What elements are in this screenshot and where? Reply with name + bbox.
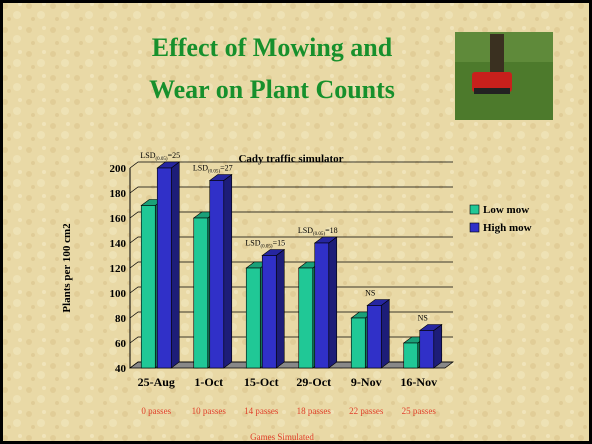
bar xyxy=(157,168,171,368)
x-sublabel: 25 passes xyxy=(402,406,437,416)
y-tick-label: 180 xyxy=(110,188,127,200)
bar xyxy=(351,318,365,368)
x-tick-label: 25-Aug xyxy=(138,375,175,389)
y-tick-label: 200 xyxy=(110,163,127,175)
annotation-prefix: LSD xyxy=(245,239,260,248)
bar-side xyxy=(171,162,179,368)
bar-side xyxy=(276,250,284,369)
y-tick-label: 80 xyxy=(115,313,127,325)
page: Effect of Mowing and Wear on Plant Count… xyxy=(0,0,592,444)
y-tick-label: 140 xyxy=(110,238,127,250)
bar xyxy=(299,268,313,368)
y-axis-label: Plants per 100 cm2 xyxy=(61,223,73,313)
annotation-sub: (0.05) xyxy=(208,170,220,175)
y-tick-label: 160 xyxy=(110,213,127,225)
legend-label: High mow xyxy=(483,222,532,234)
bar xyxy=(315,243,329,368)
bar xyxy=(262,256,276,369)
annotation-text: =18 xyxy=(325,226,338,235)
slide-title: Effect of Mowing and xyxy=(152,33,393,62)
annotation-text: NS xyxy=(365,289,375,298)
annotation-sub: (0.05) xyxy=(313,232,325,237)
x-sublabel: 0 passes xyxy=(141,406,171,416)
annotation-prefix: LSD xyxy=(140,151,155,160)
x-sublabel: 22 passes xyxy=(349,406,384,416)
y-tick-label: 40 xyxy=(115,363,127,375)
bar-side xyxy=(224,175,232,369)
y-tick-label: 100 xyxy=(110,288,127,300)
annotation-sub: (0.05) xyxy=(156,157,168,162)
chart-title: Cady traffic simulator xyxy=(238,153,343,165)
x-sublabel: 10 passes xyxy=(192,406,227,416)
bar xyxy=(420,331,434,369)
slide-title: Wear on Plant Counts xyxy=(149,75,395,104)
bar-side xyxy=(381,300,389,369)
annotation-text: =15 xyxy=(273,239,286,248)
annotation: NS xyxy=(365,289,375,298)
legend-swatch xyxy=(470,205,479,214)
x-sublabel: 18 passes xyxy=(297,406,332,416)
legend-label: Low mow xyxy=(483,204,529,216)
bar-side xyxy=(434,325,442,369)
x-axis-label: Games Simulated xyxy=(250,432,314,442)
annotation-sub: (0.05) xyxy=(261,245,273,250)
x-tick-label: 29-Oct xyxy=(296,375,331,389)
photo xyxy=(455,32,553,120)
annotation: NS xyxy=(418,314,428,323)
bar xyxy=(367,306,381,369)
annotation-text: =25 xyxy=(168,151,181,160)
annotation-text: =27 xyxy=(220,164,233,173)
y-tick-label: 120 xyxy=(110,263,127,275)
x-tick-label: 1-Oct xyxy=(194,375,223,389)
slide: Effect of Mowing and Wear on Plant Count… xyxy=(0,0,592,444)
bar-side xyxy=(329,237,337,368)
x-tick-label: 15-Oct xyxy=(244,375,279,389)
y-tick-label: 60 xyxy=(115,338,127,350)
bar xyxy=(210,181,224,369)
x-tick-label: 16-Nov xyxy=(400,375,437,389)
x-sublabel: 14 passes xyxy=(244,406,279,416)
bar xyxy=(141,206,155,369)
bar xyxy=(194,218,208,368)
legend-swatch xyxy=(470,223,479,232)
annotation-prefix: LSD xyxy=(193,164,208,173)
annotation-text: NS xyxy=(418,314,428,323)
bar xyxy=(404,343,418,368)
bar xyxy=(246,268,260,368)
x-tick-label: 9-Nov xyxy=(351,375,382,389)
annotation-prefix: LSD xyxy=(298,226,313,235)
